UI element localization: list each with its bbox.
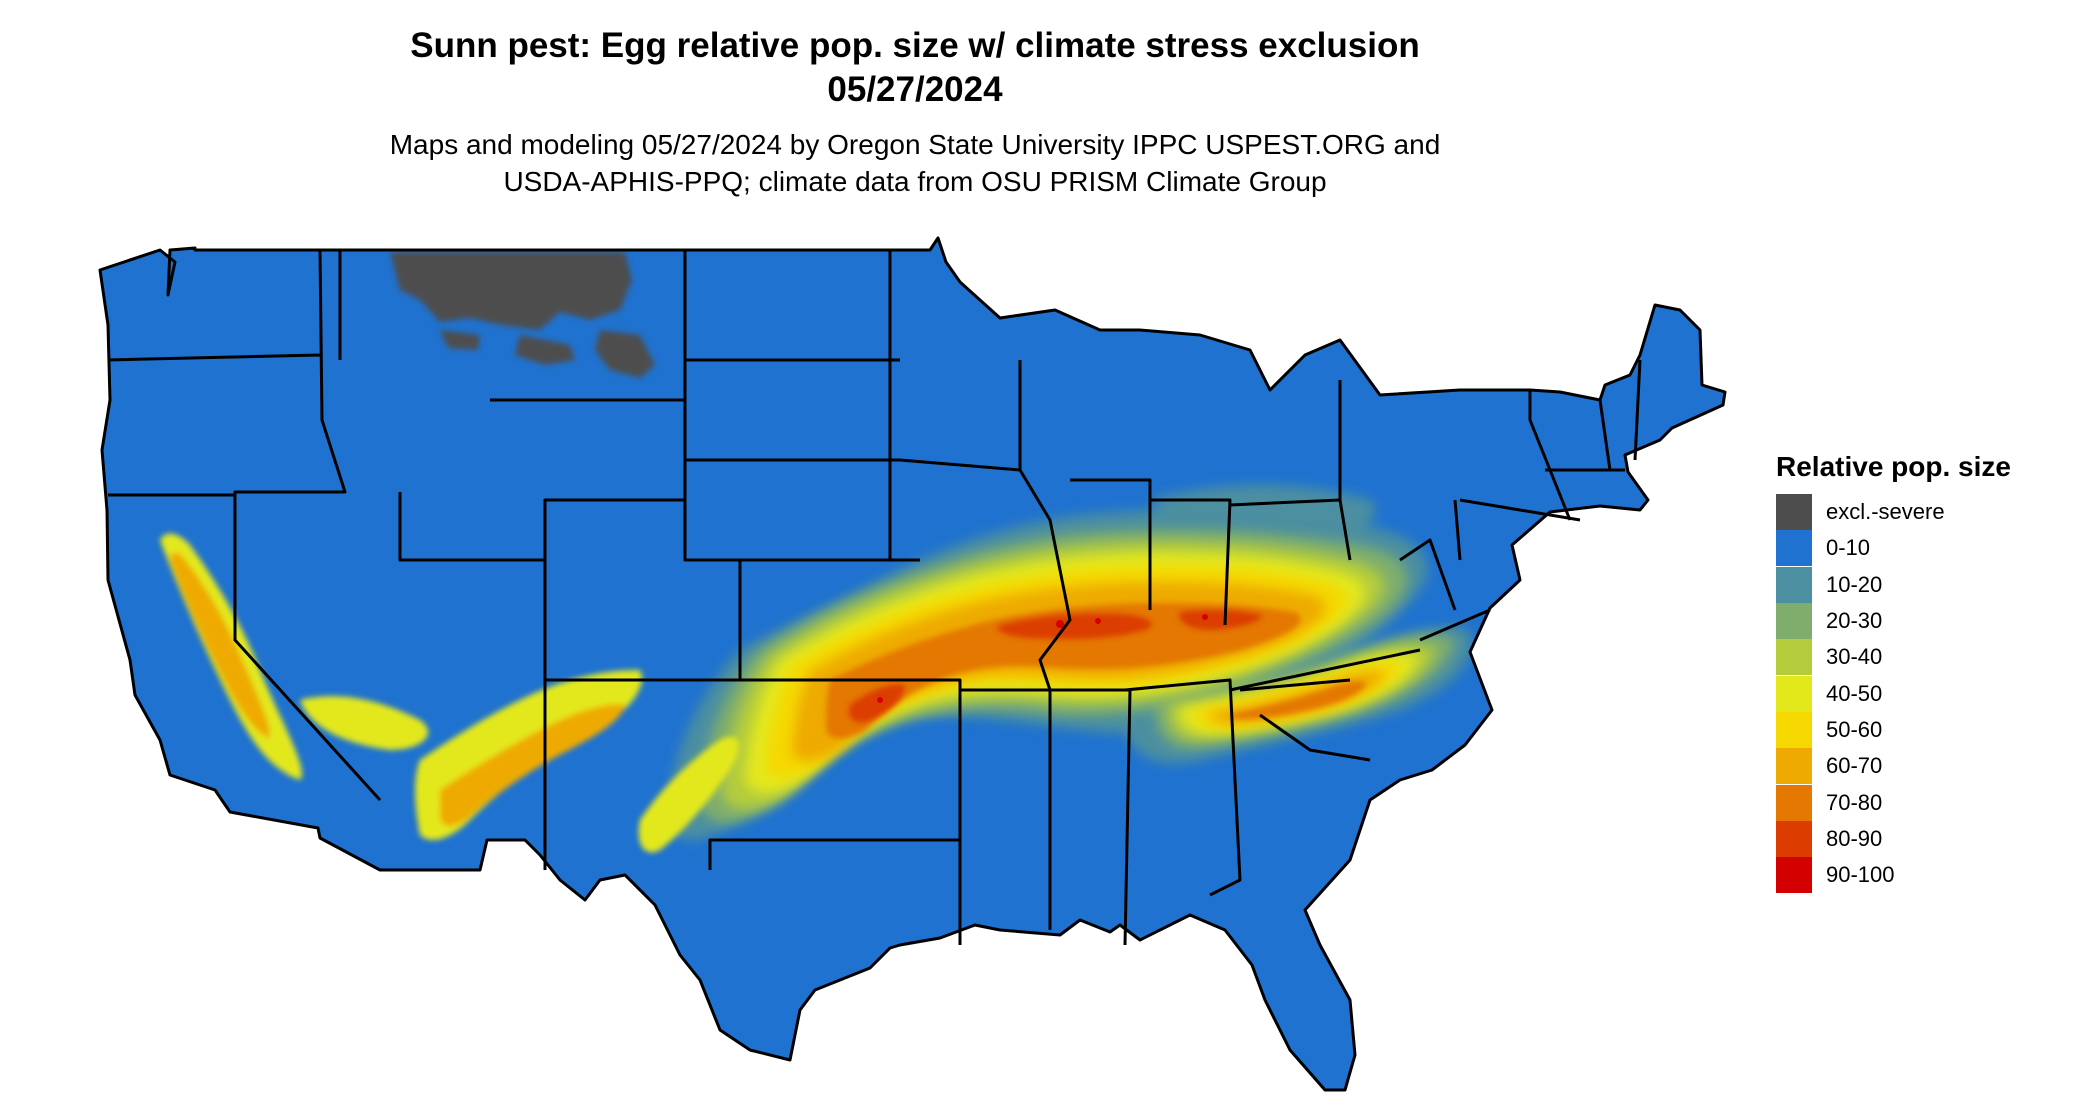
legend-label: 90-100: [1826, 862, 1895, 888]
legend-item: 20-30: [1776, 603, 2076, 640]
legend-swatch: [1776, 675, 1812, 712]
legend-swatch: [1776, 820, 1812, 857]
excluded-region: [390, 252, 655, 378]
legend-item: 30-40: [1776, 639, 2076, 676]
legend: Relative pop. size excl.-severe 0-10 10-20…: [1776, 450, 2076, 894]
legend-item: 90-100: [1776, 857, 2076, 894]
legend-item: 50-60: [1776, 711, 2076, 748]
legend-label: excl.-severe: [1826, 499, 1945, 525]
legend-title: Relative pop. size: [1776, 451, 2011, 482]
legend-swatch: [1776, 603, 1812, 640]
legend-swatch: [1776, 857, 1812, 894]
legend-swatch: [1776, 711, 1812, 748]
state-borders: [98, 236, 1727, 1092]
map-date: 05/27/2024: [827, 70, 1003, 109]
legend-swatch: [1776, 494, 1812, 531]
legend-items: excl.-severe 0-10 10-20 20-30 30-40 40-50 50-6…: [1776, 494, 2076, 894]
legend-swatch: [1776, 748, 1812, 785]
legend-swatch: [1776, 784, 1812, 821]
heat-layers: [160, 252, 1472, 853]
legend-label: 0-10: [1826, 535, 1871, 561]
legend-label: 60-70: [1826, 753, 1883, 779]
southwest-patches: [160, 533, 739, 853]
map-title: Sunn pest: Egg relative pop. size w/ cli…: [410, 26, 1420, 65]
legend-label: 50-60: [1826, 716, 1883, 742]
legend-item: 60-70: [1776, 748, 2076, 785]
legend-label: 70-80: [1826, 789, 1883, 815]
legend-swatch: [1776, 639, 1812, 676]
band-90-100: [877, 614, 1208, 703]
legend-label: 30-40: [1826, 644, 1883, 670]
legend-label: 10-20: [1826, 571, 1883, 597]
band-80-90: [848, 609, 1262, 723]
legend-item: 40-50: [1776, 675, 2076, 712]
us-map: [98, 236, 1727, 1092]
legend-item: 70-80: [1776, 784, 2076, 821]
legend-swatch: [1776, 566, 1812, 603]
legend-item: 80-90: [1776, 820, 2076, 857]
band-70-80: [826, 603, 1366, 739]
legend-swatch: [1776, 530, 1812, 567]
legend-label: 40-50: [1826, 680, 1883, 706]
legend-label: 20-30: [1826, 608, 1883, 634]
legend-item: 0-10: [1776, 530, 2076, 567]
legend-item: 10-20: [1776, 566, 2076, 603]
legend-label: 80-90: [1826, 825, 1883, 851]
map-credit-line2: USDA-APHIS-PPQ; climate data from OSU PR…: [503, 166, 1327, 197]
map-credit-line1: Maps and modeling 05/27/2024 by Oregon S…: [389, 129, 1441, 160]
legend-item: excl.-severe: [1776, 494, 2076, 531]
